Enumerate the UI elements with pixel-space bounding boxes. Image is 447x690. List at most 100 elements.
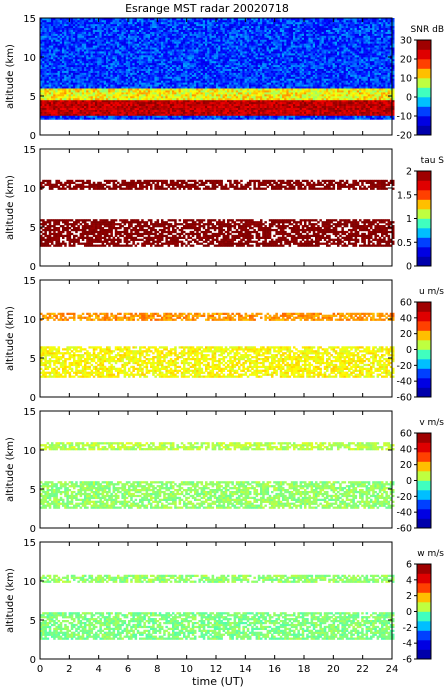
data-cell [200,62,204,66]
data-cell [110,60,113,64]
data-cell [84,90,87,93]
data-cell [198,82,201,85]
data-cell [235,37,239,40]
data-cell [103,47,107,50]
data-cell [198,105,201,108]
data-cell [128,96,131,99]
data-cell [224,25,228,29]
data-cell [163,25,166,29]
data-cell [205,70,208,73]
data-cell [70,70,74,73]
data-cell [110,78,113,81]
data-cell [147,47,151,50]
data-cell [172,49,175,52]
data-cell [196,19,199,23]
data-cell [62,82,65,85]
data-cell [139,115,142,118]
data-cell [139,78,142,81]
data-cell [213,88,217,91]
data-cell [174,80,177,83]
data-cell [231,58,234,62]
data-cell [185,66,188,69]
data-cell [180,49,184,52]
data-cell [244,72,248,75]
data-cell [141,92,144,95]
data-cell [106,86,109,89]
data-cell [128,60,131,64]
data-cell [141,60,144,64]
data-cell [108,88,111,91]
data-cell [40,58,43,62]
data-cell [53,47,56,50]
data-cell [209,111,212,114]
data-cell [123,101,127,105]
data-cell [90,33,94,36]
data-cell [172,72,175,75]
data-cell [141,37,144,40]
data-cell [163,70,166,73]
data-cell [88,18,91,21]
data-cell [200,101,204,105]
data-cell [152,49,155,52]
data-cell [145,57,149,60]
data-cell [106,45,109,48]
data-cell [213,51,217,54]
data-cell [242,19,245,23]
data-cell [134,60,138,64]
data-cell [165,80,168,83]
data-cell [233,94,237,97]
data-cell [185,37,188,40]
data-cell [119,90,122,93]
data-cell [244,88,248,91]
data-cell [196,47,199,50]
data-cell [81,94,85,97]
data-cell [128,18,131,21]
data-cell [40,51,43,54]
data-cell [246,62,250,66]
data-cell [150,88,153,91]
data-cell [183,58,186,62]
data-cell [147,31,151,34]
data-cell [209,66,212,69]
data-cell [152,31,155,34]
data-cell [196,31,199,34]
data-cell [40,66,43,69]
data-cell [191,37,195,40]
data-cell [99,31,102,34]
data-cell [86,88,89,91]
data-cell [79,84,83,87]
data-cell [114,82,118,85]
data-cell [213,62,217,66]
data-cell [178,41,182,44]
data-cell [77,72,80,75]
data-cell [213,58,217,62]
data-cell [53,55,56,58]
data-cell [119,62,122,66]
data-cell [229,84,232,87]
data-cell [132,18,135,21]
data-cell [64,37,67,40]
data-cell [240,92,243,95]
data-cell [46,78,50,81]
data-cell [134,115,138,118]
data-cell [75,82,78,85]
data-cell [240,96,243,99]
data-cell [44,76,47,79]
data-cell [169,86,173,89]
data-cell [70,43,74,46]
data-cell [57,41,61,44]
data-cell [62,68,65,71]
data-cell [200,60,204,64]
data-cell [196,88,199,91]
data-cell [229,55,232,58]
data-cell [233,115,237,118]
data-cell [130,62,133,66]
data-cell [143,47,146,50]
data-cell [51,72,54,75]
data-cell [128,107,131,110]
data-cell [145,35,149,38]
data-cell [79,105,83,108]
data-cell [233,27,237,30]
data-cell [117,25,120,29]
data-cell [216,111,219,114]
